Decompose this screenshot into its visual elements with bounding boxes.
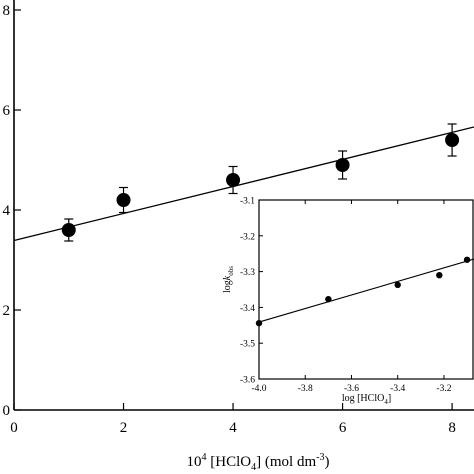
inset-y-tick-label: -3.4 <box>240 304 255 314</box>
inset-data-point <box>325 295 332 303</box>
main-x-axis-title-sub: 4 <box>251 462 256 473</box>
main-x-tick-label: 6 <box>339 420 347 436</box>
inset-data-point <box>463 256 471 263</box>
main-y-tick-label: 6 <box>3 103 11 119</box>
main-y-tick-label: 0 <box>3 403 11 419</box>
inset-data-point <box>436 271 443 279</box>
main-data-point <box>116 193 131 207</box>
inset-y-tick-label: -3.6 <box>240 376 255 386</box>
main-y-tick-label: 8 <box>3 3 11 19</box>
inset-data-point <box>255 319 263 327</box>
main-y-tick-label: 2 <box>3 303 11 319</box>
main-data-point <box>61 223 76 237</box>
inset-y-tick-label: -3.3 <box>240 268 255 278</box>
main-y-tick-label: 4 <box>3 203 11 219</box>
main-x-axis-title-part: [HClO <box>207 454 252 470</box>
inset-fit-line <box>258 258 474 323</box>
inset-data-point <box>394 281 401 289</box>
inset-frame <box>258 199 474 380</box>
inset-x-axis-title-part: ] <box>388 393 391 404</box>
main-x-axis-title: 104 [HClO4] (mol dm-3) <box>187 452 330 473</box>
main-data-point <box>335 158 350 172</box>
inset-y-tick-label: -3.2 <box>240 232 255 242</box>
inset-y-tick-label: -3.1 <box>240 197 255 207</box>
inset-x-tick-label: -3.8 <box>298 384 313 394</box>
main-x-tick-label: 0 <box>10 420 18 436</box>
main-data-point <box>445 133 460 147</box>
inset-x-axis-title: log [HClO4] <box>342 393 391 406</box>
inset-y-axis-title: logkobs <box>222 266 235 293</box>
main-x-tick-label: 2 <box>120 420 128 436</box>
inset-y-axis-title-sub: obs <box>227 266 235 276</box>
main-x-axis-title-part: ) <box>324 454 329 470</box>
main-data-point <box>226 173 241 187</box>
inset-x-tick-label: -3.2 <box>436 384 451 394</box>
main-x-axis-title-part: 10 <box>187 454 202 470</box>
main-x-axis-title-sup: 4 <box>202 452 207 463</box>
inset-y-tick-label: -3.5 <box>240 340 255 350</box>
inset-x-axis-title-sub: 4 <box>384 398 388 406</box>
inset-y-axis-title-part: log <box>222 280 233 293</box>
main-x-tick-label: 4 <box>229 420 237 436</box>
inset-x-axis-title-part: log [HClO <box>342 393 385 404</box>
inset-x-tick-label: -3.6 <box>344 384 359 394</box>
main-fit-line <box>13 126 474 242</box>
main-x-axis-title-part: ] (mol dm <box>256 454 316 470</box>
inset-plot: -4.0 -3.8 -3.6 -3.4 -3.2 -3.6 -3.5 -3.4 -3.3 -3.2… <box>222 197 474 406</box>
inset-y-axis-title-italic: k <box>222 275 233 280</box>
main-x-tick-label: 8 <box>448 420 456 436</box>
inset-x-tick-label: -4.0 <box>251 384 266 394</box>
inset-x-tick-label: -3.4 <box>390 384 405 394</box>
main-x-axis-title-sup: -3 <box>316 452 324 463</box>
